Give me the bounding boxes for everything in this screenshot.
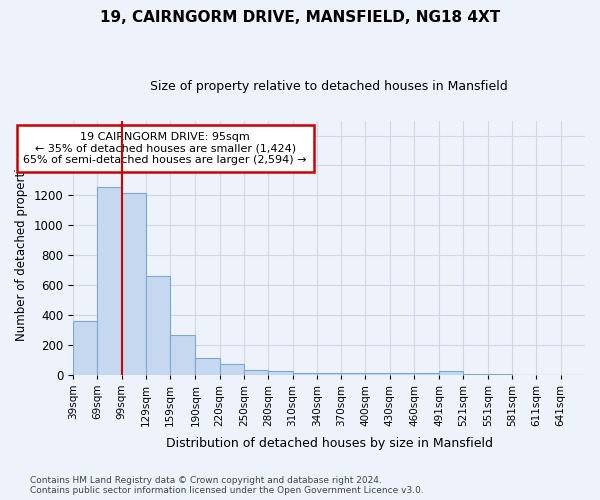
Bar — [220, 364, 244, 374]
Bar — [317, 373, 341, 374]
Bar — [390, 373, 414, 374]
X-axis label: Distribution of detached houses by size in Mansfield: Distribution of detached houses by size … — [166, 437, 493, 450]
Bar — [341, 373, 365, 374]
Text: Contains HM Land Registry data © Crown copyright and database right 2024.
Contai: Contains HM Land Registry data © Crown c… — [30, 476, 424, 495]
Bar — [146, 276, 170, 374]
Bar — [97, 187, 122, 374]
Y-axis label: Number of detached properties: Number of detached properties — [15, 154, 28, 340]
Bar — [365, 373, 390, 374]
Text: 19 CAIRNGORM DRIVE: 95sqm
← 35% of detached houses are smaller (1,424)
65% of se: 19 CAIRNGORM DRIVE: 95sqm ← 35% of detac… — [23, 132, 307, 165]
Bar — [196, 358, 220, 374]
Bar — [122, 193, 146, 374]
Bar — [268, 372, 293, 374]
Bar — [293, 372, 317, 374]
Title: Size of property relative to detached houses in Mansfield: Size of property relative to detached ho… — [150, 80, 508, 93]
Bar — [244, 370, 268, 374]
Bar — [439, 371, 463, 374]
Bar — [73, 321, 97, 374]
Bar — [170, 335, 196, 374]
Text: 19, CAIRNGORM DRIVE, MANSFIELD, NG18 4XT: 19, CAIRNGORM DRIVE, MANSFIELD, NG18 4XT — [100, 10, 500, 25]
